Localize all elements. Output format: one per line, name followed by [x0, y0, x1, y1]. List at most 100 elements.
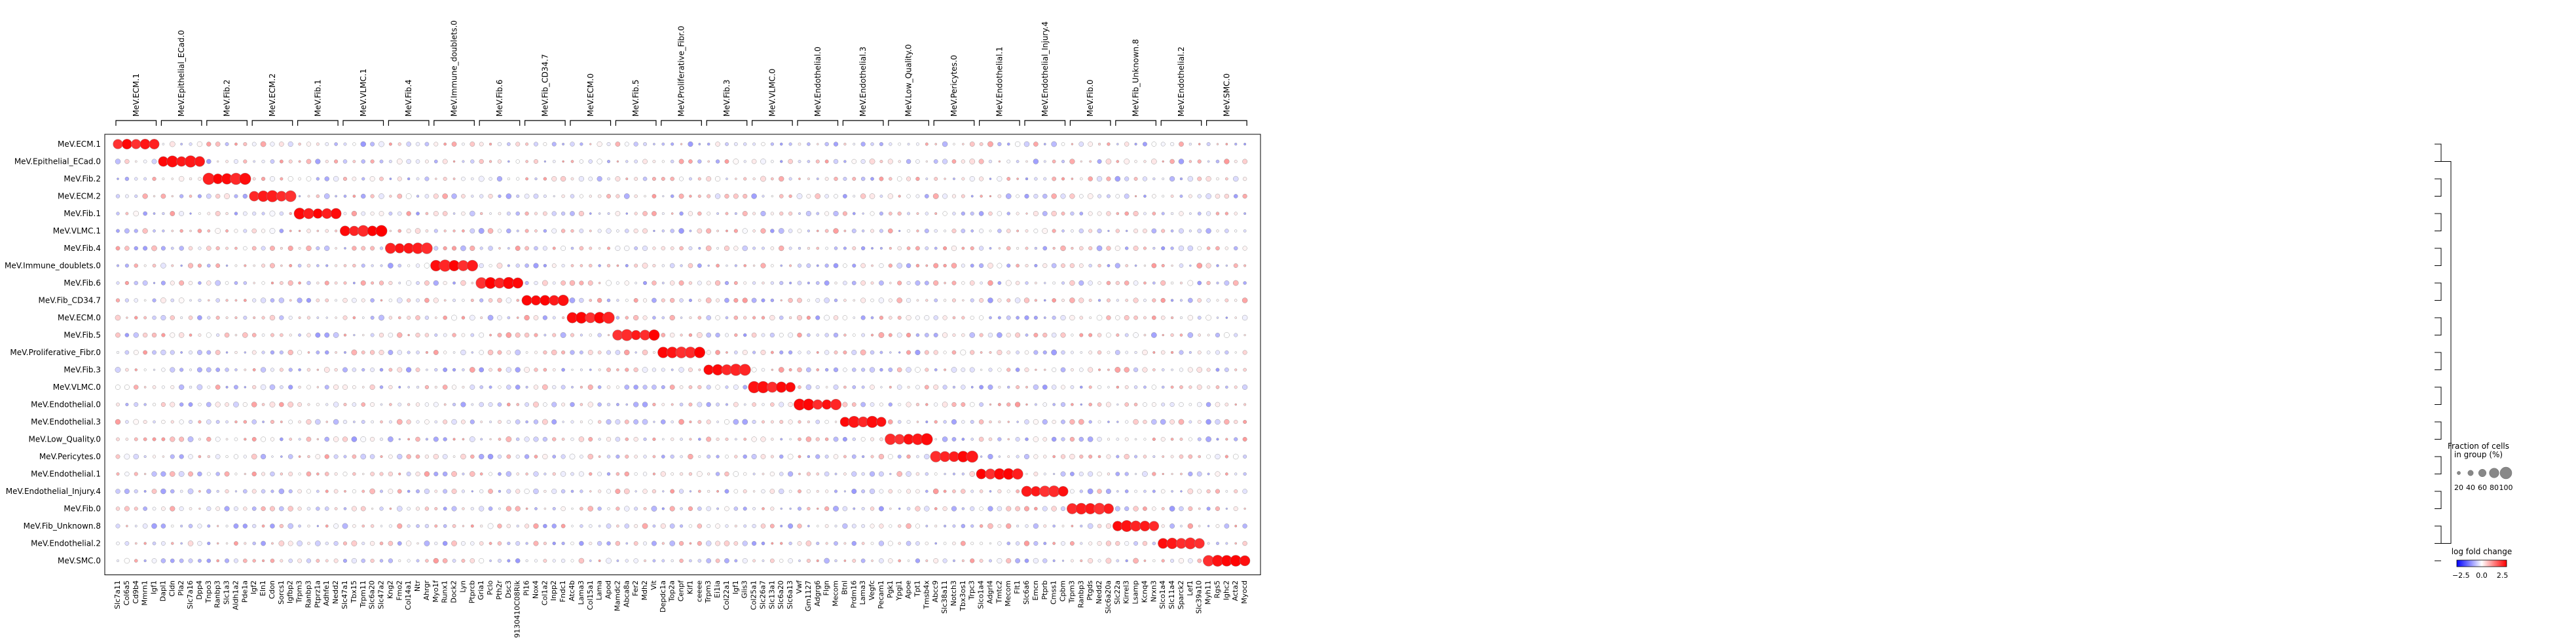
dot: [162, 229, 165, 233]
dot: [561, 541, 565, 546]
dot: [779, 488, 784, 495]
dot: [942, 332, 948, 338]
dot: [962, 299, 965, 302]
dot: [624, 506, 630, 512]
dot: [1088, 541, 1093, 546]
row-label: MeV.Endothelial.2: [31, 539, 101, 548]
dot: [524, 314, 530, 321]
dot: [779, 472, 784, 476]
dot: [1106, 332, 1111, 338]
dot: [787, 453, 794, 460]
dot: [706, 332, 712, 338]
dot: [198, 420, 202, 424]
dot: [815, 281, 820, 285]
dot: [942, 193, 948, 199]
dot: [462, 368, 465, 371]
dot: [233, 506, 238, 511]
dot: [171, 264, 174, 267]
dot: [1134, 455, 1138, 459]
dot: [1142, 176, 1148, 181]
dot: [552, 368, 556, 371]
dot: [915, 472, 920, 476]
dot: [960, 349, 966, 356]
dot: [251, 419, 257, 425]
dot: [598, 489, 602, 493]
dot: [570, 420, 574, 424]
dot: [479, 402, 484, 407]
dot: [370, 472, 375, 476]
dot: [680, 143, 683, 145]
dot: [543, 211, 547, 216]
dot: [507, 177, 510, 181]
dot: [762, 472, 765, 476]
color-legend-tick: −2.5: [2452, 571, 2470, 580]
dot: [706, 385, 711, 390]
dot: [1215, 419, 1221, 425]
dot: [1151, 228, 1157, 234]
dot: [160, 263, 166, 269]
dot: [380, 525, 383, 527]
dot: [506, 419, 511, 425]
dot: [134, 525, 138, 527]
dot: [706, 436, 712, 442]
dot: [462, 472, 465, 476]
dot: [724, 280, 729, 286]
dot: [698, 143, 701, 145]
dot: [533, 471, 539, 477]
dot: [134, 229, 138, 233]
dot: [415, 263, 420, 268]
dot: [652, 194, 657, 198]
dot: [889, 246, 892, 250]
dot: [470, 506, 474, 511]
dot: [987, 385, 993, 390]
dot: [525, 420, 528, 424]
dot: [989, 351, 992, 354]
dot: [1051, 141, 1057, 147]
dot: [1088, 471, 1094, 477]
dot: [843, 246, 847, 250]
column-label: Dpp4: [195, 580, 204, 599]
dot: [1124, 211, 1129, 216]
group-label: MeV.Pericytes.0: [949, 55, 959, 117]
dot: [570, 142, 575, 147]
dot: [244, 542, 247, 545]
dot: [879, 263, 884, 269]
dot: [1025, 333, 1029, 337]
dot: [625, 368, 629, 372]
dot: [906, 263, 911, 269]
dot: [260, 367, 267, 373]
dot: [860, 402, 866, 407]
dot: [507, 559, 511, 563]
dot: [370, 246, 375, 251]
dot: [625, 229, 629, 233]
dot: [352, 421, 356, 423]
column-label: Vegfc: [868, 580, 876, 600]
dot: [1197, 229, 1202, 233]
dot: [1160, 437, 1166, 442]
dot: [642, 211, 648, 216]
dot: [761, 333, 765, 337]
dot: [770, 402, 775, 407]
dot: [597, 350, 602, 354]
dot: [415, 471, 420, 477]
dot: [142, 332, 148, 338]
column-label: Pth2r: [495, 580, 504, 600]
group-label: MeV.Endothelial_Injury.4: [1040, 22, 1050, 117]
dot: [542, 436, 547, 442]
dot: [225, 402, 229, 407]
dot: [1233, 506, 1238, 512]
dot: [470, 333, 475, 337]
dot: [1052, 368, 1057, 372]
dot: [1014, 402, 1021, 407]
dot: [824, 211, 830, 216]
dot: [1143, 246, 1147, 250]
dot: [988, 437, 993, 442]
dot: [1152, 455, 1156, 459]
dot: [915, 367, 921, 373]
group-bracket: [342, 120, 384, 126]
dot: [979, 402, 984, 407]
dot: [1124, 333, 1129, 337]
dot: [779, 194, 784, 198]
dot: [206, 142, 212, 147]
dot: [943, 350, 947, 354]
